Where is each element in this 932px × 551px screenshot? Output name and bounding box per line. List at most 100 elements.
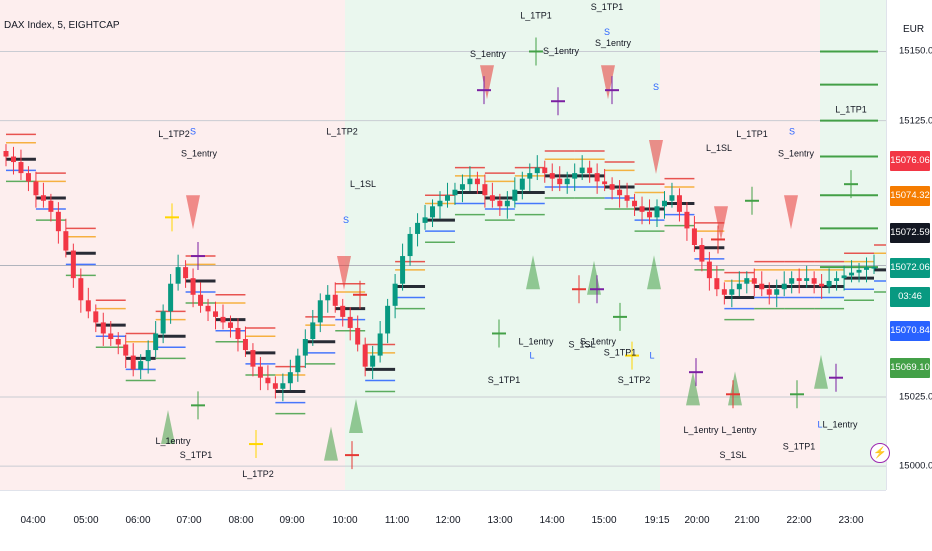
- candle-body-31: [235, 327, 241, 339]
- candle-body-98: [736, 283, 742, 290]
- chart-annotation-28: L_1entry: [683, 425, 719, 435]
- candle-body-29: [220, 316, 226, 323]
- chart-annotation-1: S_1TP1: [591, 2, 624, 12]
- time-tick-2: 06:00: [125, 515, 151, 526]
- candle-body-64: [482, 184, 488, 196]
- candle-body-36: [272, 383, 278, 389]
- candle-body-30: [227, 322, 233, 328]
- candle-body-35: [265, 377, 271, 384]
- candle-body-19: [145, 350, 151, 362]
- candle-body-1: [10, 156, 16, 163]
- candle-body-28: [213, 311, 219, 317]
- candle-body-41: [310, 322, 316, 339]
- time-tick-8: 12:00: [435, 515, 461, 526]
- chart-annotation-23: L: [649, 350, 654, 360]
- time-tick-12: 19:15: [644, 515, 670, 526]
- chart-annotation-19: S_1SL: [568, 339, 595, 349]
- candle-body-47: [355, 327, 361, 345]
- chart-annotation-21: S_1TP1: [604, 348, 637, 358]
- chart-annotation-17: S: [343, 215, 349, 225]
- chart-annotation-11: L_1TP2: [326, 126, 358, 136]
- candle-body-114: [856, 269, 862, 273]
- candle-body-106: [796, 278, 802, 281]
- chart-annotation-12: L_1TP1: [736, 129, 768, 139]
- chart-svg[interactable]: L_1TP1 S_1TP1 S S_1entry S_1entry S_1entry S L_…: [0, 0, 886, 490]
- short-signal-marker-5: [714, 206, 728, 241]
- chart-annotation-29: L_1entry: [721, 425, 757, 435]
- chart-annotation-7: L_1TP1: [835, 104, 867, 114]
- candle-body-79: [594, 173, 600, 182]
- candle-body-32: [242, 339, 248, 351]
- short-signal-marker-6: [784, 195, 798, 230]
- candle-body-95: [714, 278, 720, 290]
- candle-body-17: [130, 355, 136, 370]
- candle-body-88: [661, 200, 667, 207]
- chart-annotation-5: S_1entry: [595, 38, 632, 48]
- long-signal-marker-7: [728, 371, 742, 406]
- time-tick-9: 13:00: [487, 515, 513, 526]
- candle-body-34: [257, 366, 263, 378]
- long-signal-marker-1: [324, 426, 338, 461]
- candle-body-10: [78, 278, 84, 301]
- candle-body-100: [751, 278, 757, 284]
- candle-body-48: [362, 344, 368, 367]
- chart-annotation-20: S_1entry: [580, 337, 617, 347]
- long-signal-marker-8: [814, 354, 828, 389]
- candle-body-86: [647, 211, 653, 218]
- candle-body-5: [40, 195, 46, 201]
- candle-body-97: [729, 289, 735, 295]
- chart-annotation-32: L: [817, 419, 822, 429]
- candle-body-75: [564, 178, 570, 185]
- short-signal-marker-0: [480, 65, 494, 100]
- candle-body-60: [452, 189, 458, 196]
- candle-body-82: [617, 189, 623, 196]
- candle-body-11: [85, 300, 91, 312]
- short-signal-marker-3: [186, 195, 200, 230]
- candle-body-113: [849, 272, 855, 276]
- candle-body-43: [325, 294, 331, 301]
- chart-area[interactable]: L_1TP1 S_1TP1 S S_1entry S_1entry S_1entry S L_…: [0, 0, 886, 490]
- candle-body-65: [489, 195, 495, 201]
- time-tick-6: 10:00: [332, 515, 358, 526]
- time-tick-15: 22:00: [786, 515, 812, 526]
- candle-body-73: [549, 173, 555, 179]
- candle-body-109: [819, 283, 825, 287]
- price-tick-3: 15000.00: [899, 460, 932, 472]
- candle-body-56: [422, 217, 428, 223]
- price-axis[interactable]: EUR 15150.00 15125.00 15025.00 15000.00 150…: [886, 0, 932, 490]
- candle-body-76: [572, 173, 578, 179]
- candle-body-15: [115, 339, 121, 345]
- chart-annotation-26: L_1entry: [155, 436, 191, 446]
- candle-body-13: [100, 322, 106, 334]
- candle-body-45: [340, 305, 346, 317]
- candle-body-96: [721, 289, 727, 295]
- chart-annotation-6: S: [653, 82, 659, 92]
- candle-body-85: [639, 206, 645, 212]
- price-tag-5: 15070.84: [890, 321, 930, 341]
- time-tick-16: 23:00: [838, 515, 864, 526]
- candle-body-55: [415, 222, 421, 234]
- candle-body-70: [527, 173, 533, 179]
- candle-body-53: [400, 256, 406, 284]
- candle-body-61: [459, 184, 465, 190]
- candle-body-46: [347, 316, 353, 328]
- price-tick-1: 15125.00: [899, 115, 932, 127]
- time-tick-10: 14:00: [539, 515, 565, 526]
- chart-annotation-0: L_1TP1: [520, 10, 552, 20]
- price-tick-0: 15150.00: [899, 45, 932, 57]
- time-tick-3: 07:00: [176, 515, 202, 526]
- candle-body-71: [534, 167, 540, 174]
- chart-annotation-22: L: [529, 350, 534, 360]
- candle-body-58: [437, 200, 443, 207]
- candle-body-52: [392, 283, 398, 306]
- chart-title: DAX Index, 5, EIGHTCAP: [4, 20, 120, 31]
- time-axis[interactable]: 04:00 05:00 06:00 07:00 08:00 09:00 10:00 11:00…: [0, 490, 886, 551]
- chart-annotation-13: S: [789, 126, 795, 136]
- candle-body-16: [123, 344, 129, 356]
- candle-body-2: [18, 162, 24, 174]
- time-tick-1: 05:00: [73, 515, 99, 526]
- chart-annotation-27: S_1TP1: [180, 450, 213, 460]
- chart-annotation-14: S_1entry: [778, 149, 815, 159]
- flash-icon[interactable]: ⚡: [870, 443, 890, 463]
- long-signal-marker-6: [686, 371, 700, 406]
